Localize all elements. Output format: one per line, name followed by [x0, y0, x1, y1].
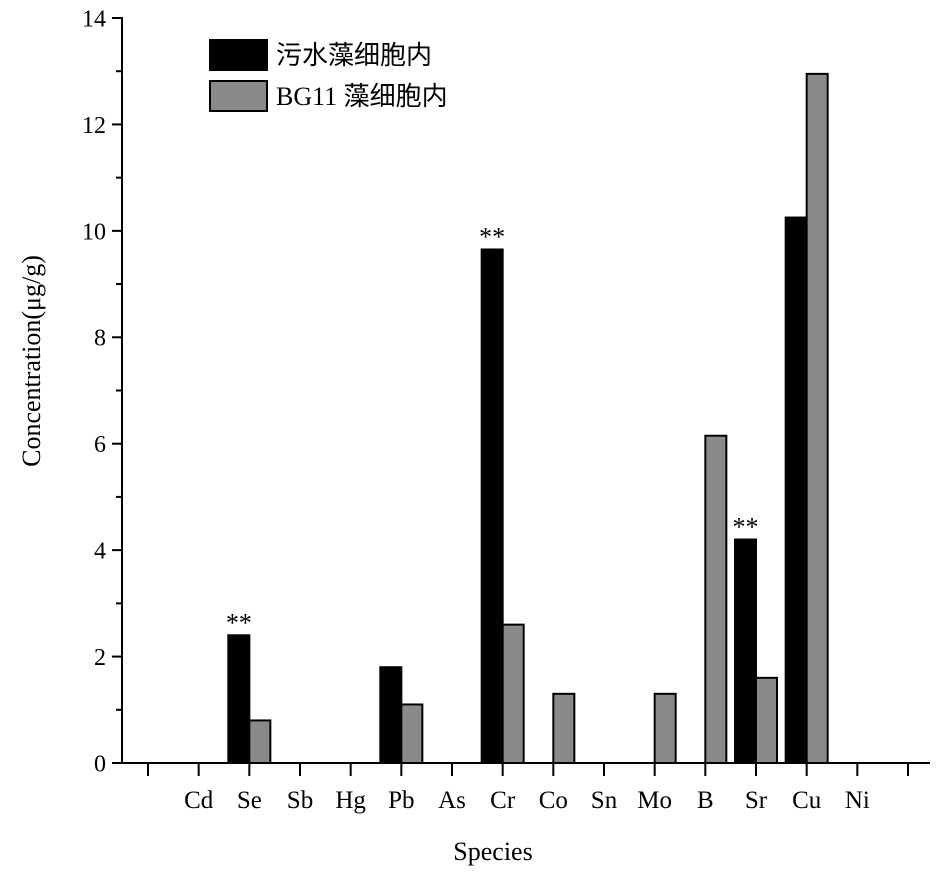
bar-series-1-b: [704, 434, 728, 764]
x-tick-label-se: Se: [237, 787, 262, 814]
y-axis-ticks: 0 2 4 6 8 10 12 14: [82, 6, 122, 777]
bar-series-1-mo: [653, 692, 677, 764]
y-tick-label-0: 0: [94, 751, 106, 777]
annotation-significance-cr: **: [479, 222, 505, 251]
x-tick-label-sn: Sn: [591, 787, 618, 814]
legend-swatch-series-1: [209, 80, 268, 112]
bar-series-0-sr: [734, 538, 757, 764]
x-tick-label-sr: Sr: [745, 787, 768, 814]
bar-series-0-se: [227, 634, 251, 764]
y-tick-label-8: 8: [94, 326, 106, 352]
bar-series-0-cr: [480, 248, 504, 765]
y-tick-label-10: 10: [82, 219, 106, 245]
annotation-significance-sr: **: [733, 513, 759, 542]
annotations-layer: ** ** **: [226, 222, 759, 637]
y-tick-label-4: 4: [94, 539, 106, 565]
x-tick-label-mo: Mo: [637, 787, 672, 814]
x-tick-label-co: Co: [539, 787, 568, 814]
bar-series-1-se: [248, 719, 272, 765]
bar-series-1-sr: [755, 676, 778, 764]
legend-label-series-1: BG11 藻细胞内: [276, 82, 448, 111]
legend: 污水藻细胞内 BG11 藻细胞内: [209, 39, 448, 112]
bar-series-1-cu: [805, 72, 829, 764]
x-axis-title: Species: [453, 837, 532, 866]
y-tick-label-12: 12: [82, 113, 106, 139]
x-tick-label-hg: Hg: [335, 787, 366, 814]
x-tick-label-b: B: [697, 787, 714, 814]
x-tick-label-sb: Sb: [287, 787, 313, 814]
bar-series-0-pb: [379, 666, 403, 765]
bar-series-1-cr: [501, 623, 525, 765]
y-axis-title: Concentration(μg/g): [17, 255, 46, 467]
legend-swatch-series-0: [209, 39, 268, 71]
y-tick-label-2: 2: [94, 645, 106, 671]
x-tick-label-cr: Cr: [490, 787, 516, 814]
bar-series-1-co: [552, 692, 576, 764]
x-tick-label-ni: Ni: [845, 787, 870, 814]
bars-layer: [227, 72, 829, 765]
bar-series-0-cu: [784, 216, 808, 764]
x-tick-label-cu: Cu: [792, 787, 822, 814]
x-tick-label-cd: Cd: [184, 787, 214, 814]
y-tick-label-6: 6: [94, 432, 106, 458]
x-tick-label-as: As: [438, 787, 466, 814]
x-axis-ticks: Cd Se Sb Hg Pb As Cr Co Sn Mo B Sr Cu Ni: [147, 763, 909, 814]
x-tick-label-pb: Pb: [388, 787, 414, 814]
bar-series-1-pb: [400, 703, 424, 765]
annotation-significance-se: **: [226, 608, 252, 637]
y-tick-label-14: 14: [82, 6, 106, 32]
legend-label-series-0: 污水藻细胞内: [276, 41, 432, 70]
